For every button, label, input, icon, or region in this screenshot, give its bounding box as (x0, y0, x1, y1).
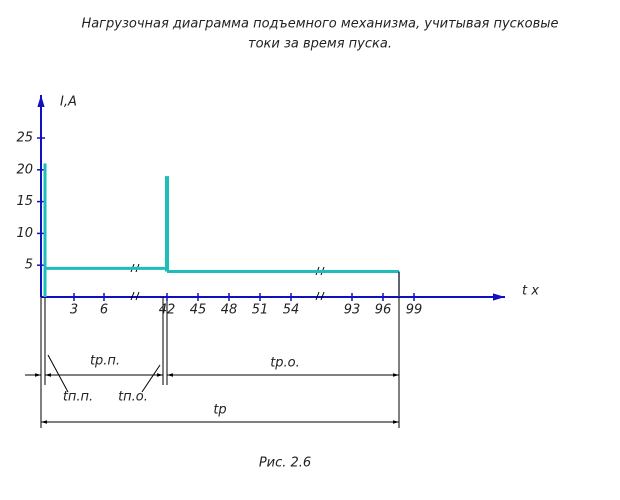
x-tick-label: 51 (252, 303, 269, 318)
dimension-lines (25, 297, 400, 428)
dimension-label: tр.п. (90, 354, 120, 369)
x-label: t x (522, 284, 539, 299)
title: Нагрузочная диаграмма подъемного механиз… (81, 17, 558, 32)
dimension-label: tп.о. (118, 390, 148, 405)
y-tick-label: 25 (16, 131, 33, 146)
caption: Рис. 2.6 (259, 456, 311, 471)
x-tick-label: 42 (159, 303, 176, 318)
dimension-label: tр (213, 403, 226, 418)
x-tick-label: 99 (406, 303, 423, 318)
x-tick-label: 48 (221, 303, 238, 318)
y-tick-label: 10 (16, 226, 33, 241)
x-tick-label: 54 (283, 303, 300, 318)
x-tick-label: 93 (344, 303, 361, 318)
dimension-label: tп.п. (63, 390, 93, 405)
y-tick-label: 20 (16, 162, 33, 177)
y-tick-label: 15 (16, 194, 33, 209)
x-tick-label: 6 (100, 303, 108, 318)
dimension-label: tр.о. (270, 356, 300, 371)
y-label: I,A (60, 95, 77, 110)
x-tick-label: 3 (70, 303, 78, 318)
x-tick-label: 45 (190, 303, 207, 318)
y-tick-label: 5 (25, 258, 33, 273)
title: токи за время пуска. (248, 37, 392, 52)
x-tick-label: 96 (375, 303, 392, 318)
